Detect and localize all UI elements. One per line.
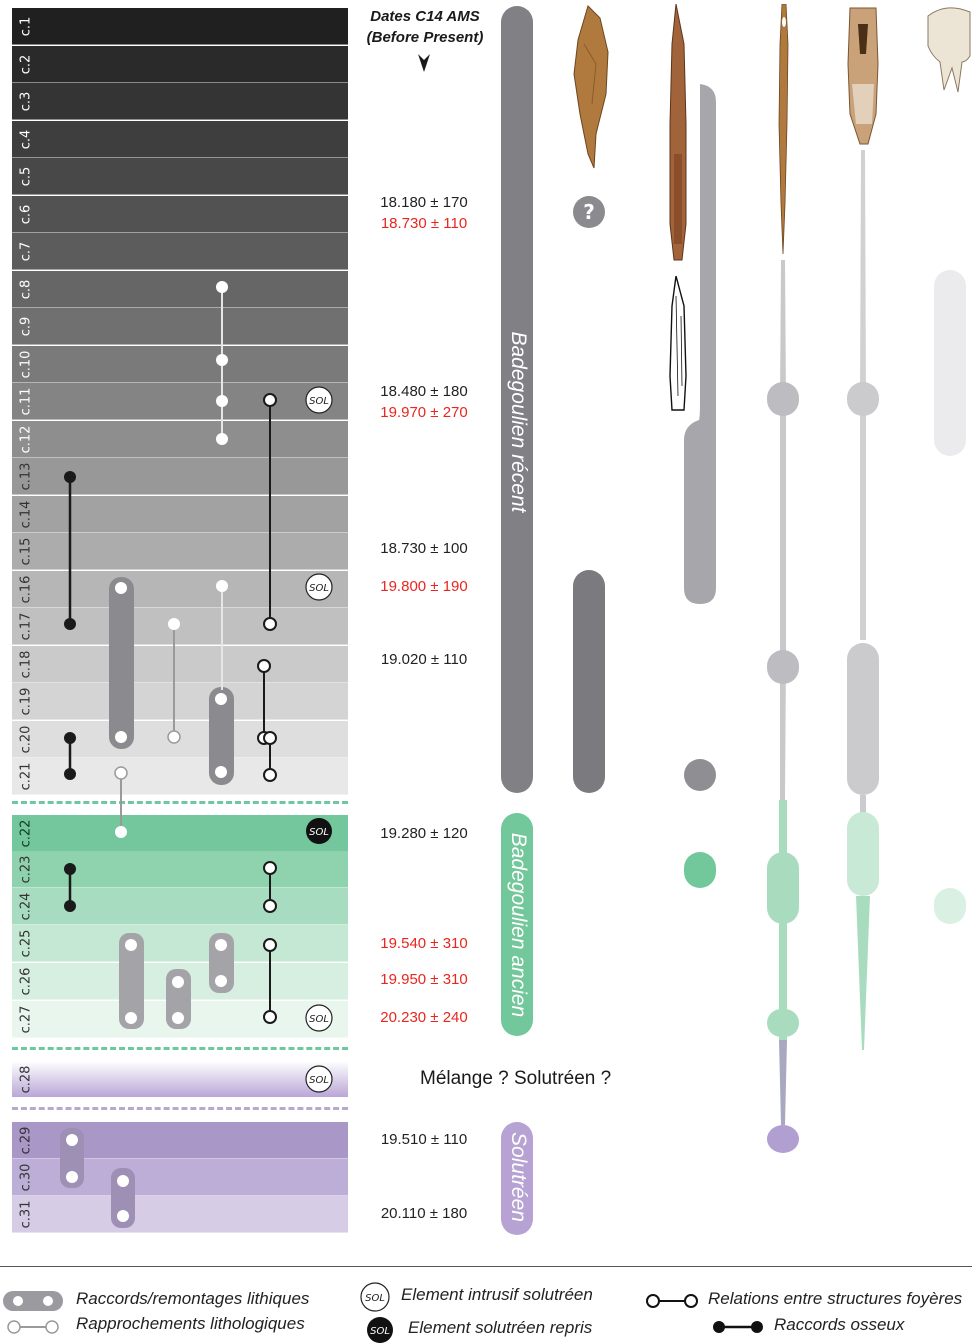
svg-text:SOL: SOL bbox=[370, 1326, 390, 1337]
lithic-refit-bar bbox=[109, 577, 134, 749]
lithic-refit-bar bbox=[111, 1168, 135, 1228]
lithic-refit-bar bbox=[119, 933, 144, 1029]
radiocarbon-date: 18.180 ± 170 bbox=[380, 194, 468, 211]
period-bar-recent bbox=[501, 6, 533, 793]
bone-point-drawing-icon bbox=[669, 276, 687, 411]
sol-reused-legend-icon: SOL bbox=[367, 1317, 393, 1343]
sol-intrusive-badge: SOL bbox=[305, 573, 333, 601]
legend-reused-sol: Element solutréen repris bbox=[408, 1318, 593, 1337]
radiocarbon-date: 18.480 ± 180 bbox=[380, 383, 468, 400]
layer-c9: c.9 bbox=[12, 308, 348, 345]
layer-c6: c.6 bbox=[12, 195, 348, 233]
period-bar-solutreen bbox=[501, 1122, 533, 1235]
svg-text:SOL: SOL bbox=[309, 1014, 329, 1025]
legend-intrusive-sol: Element intrusif solutréen bbox=[401, 1285, 593, 1304]
legend-lithic-refits: Raccords/remontages lithiques bbox=[76, 1289, 310, 1308]
radiocarbon-date: 20.230 ± 240 bbox=[380, 1009, 468, 1026]
radiocarbon-date: 19.280 ± 120 bbox=[380, 825, 468, 842]
worked-bone-range bbox=[847, 150, 879, 1050]
sol-intrusive-legend-icon: SOL bbox=[360, 1282, 390, 1312]
sol-intrusive-badge: SOL bbox=[305, 386, 333, 414]
lithic-refit-bar bbox=[60, 1128, 84, 1188]
bone-point-icon bbox=[669, 4, 687, 261]
separator-c28-top bbox=[12, 1047, 348, 1050]
legend-lithologic: Rapprochements lithologiques bbox=[76, 1314, 305, 1333]
sol-intrusive-badge: SOL bbox=[305, 1065, 333, 1093]
radiocarbon-date: 19.540 ± 310 bbox=[380, 935, 468, 952]
period-bars: ? bbox=[501, 6, 966, 1235]
dates-header: Dates C14 AMS (Before Present) bbox=[352, 6, 498, 48]
layer-c11: c.11 bbox=[12, 383, 348, 420]
layer-c14: c.14 bbox=[12, 495, 348, 533]
lithic-refit-bar bbox=[209, 687, 234, 785]
dates-header-line1: Dates C14 AMS bbox=[370, 8, 480, 25]
layer-c7: c.7 bbox=[12, 233, 348, 270]
melange-label: Mélange ? Solutréen ? bbox=[420, 1068, 612, 1089]
radiocarbon-date: 20.110 ± 180 bbox=[380, 1205, 468, 1222]
hearth-relations-legend-icon bbox=[646, 1294, 698, 1308]
relations-overlay: SOL SOL SOL SOL SOL bbox=[60, 281, 333, 1228]
svg-text:SOL: SOL bbox=[309, 1075, 329, 1086]
flint-tool-range bbox=[573, 570, 605, 793]
bone-refits-legend-icon bbox=[713, 1321, 763, 1333]
separator-c28-bottom bbox=[12, 1107, 348, 1110]
radiocarbon-date: 19.800 ± 190 bbox=[380, 578, 468, 595]
lithic-refit-bar bbox=[209, 933, 234, 993]
tooth-icon bbox=[927, 7, 971, 93]
layer-c8: c.8 bbox=[12, 270, 348, 308]
separator-ancien bbox=[12, 801, 348, 804]
sol-intrusive-badge: SOL bbox=[305, 1004, 333, 1032]
radiocarbon-date: 19.970 ± 270 bbox=[380, 404, 468, 421]
layer-c28: c.28 bbox=[12, 1061, 348, 1098]
layer-c18: c.18 bbox=[12, 645, 348, 683]
period-label-recent: Badegoulien récent bbox=[507, 331, 530, 513]
tooth-range bbox=[934, 270, 966, 456]
radiocarbon-date: 19.950 ± 310 bbox=[380, 971, 468, 988]
layer-c15: c.15 bbox=[12, 533, 348, 570]
layer-c3: c.3 bbox=[12, 83, 348, 120]
radiocarbon-date: 19.020 ± 110 bbox=[380, 651, 468, 668]
svg-text:SOL: SOL bbox=[365, 1293, 385, 1304]
svg-text:SOL: SOL bbox=[309, 583, 329, 594]
svg-text:?: ? bbox=[583, 200, 595, 224]
layer-c4: c.4 bbox=[12, 120, 348, 158]
radiocarbon-date: 18.730 ± 100 bbox=[380, 540, 468, 557]
layer-c1: c.1 bbox=[12, 8, 348, 45]
svg-text:SOL: SOL bbox=[309, 396, 329, 407]
layer-c10: c.10 bbox=[12, 345, 348, 383]
period-bar-ancien bbox=[501, 813, 533, 1036]
layer-c25: c.25 bbox=[12, 925, 348, 962]
dates-header-line2: (Before Present) bbox=[366, 29, 484, 46]
radiocarbon-date: 18.730 ± 110 bbox=[380, 215, 468, 232]
sol-reused-badge: SOL bbox=[306, 818, 332, 844]
flint-tool-icon bbox=[573, 5, 609, 169]
lithologic-legend-icon bbox=[7, 1320, 59, 1334]
layer-c5: c.5 bbox=[12, 158, 348, 195]
legend-bone-refits: Raccords osseux bbox=[774, 1315, 905, 1334]
legend-hearth-relations: Relations entre structures foyères bbox=[708, 1289, 963, 1308]
needle-icon bbox=[778, 4, 789, 255]
layer-c19: c.19 bbox=[12, 683, 348, 720]
layer-c12: c.12 bbox=[12, 420, 348, 458]
svg-text:SOL: SOL bbox=[309, 827, 329, 838]
lithic-refit-bar bbox=[166, 969, 191, 1029]
period-label-solutreen: Solutréen bbox=[507, 1132, 530, 1222]
layer-c16: c.16 bbox=[12, 570, 348, 608]
needle-range bbox=[767, 260, 799, 1153]
bone-point-range bbox=[684, 84, 716, 604]
lithic-refit-legend-icon bbox=[3, 1291, 63, 1311]
layer-c2: c.2 bbox=[12, 45, 348, 83]
legend-divider bbox=[0, 1266, 972, 1267]
period-label-ancien: Badegoulien ancien bbox=[507, 832, 530, 1018]
layer-c31: c.31 bbox=[12, 1196, 348, 1233]
worked-bone-icon bbox=[847, 7, 879, 145]
arrow-down-icon bbox=[418, 54, 430, 72]
radiocarbon-date: 19.510 ± 110 bbox=[380, 1131, 468, 1148]
